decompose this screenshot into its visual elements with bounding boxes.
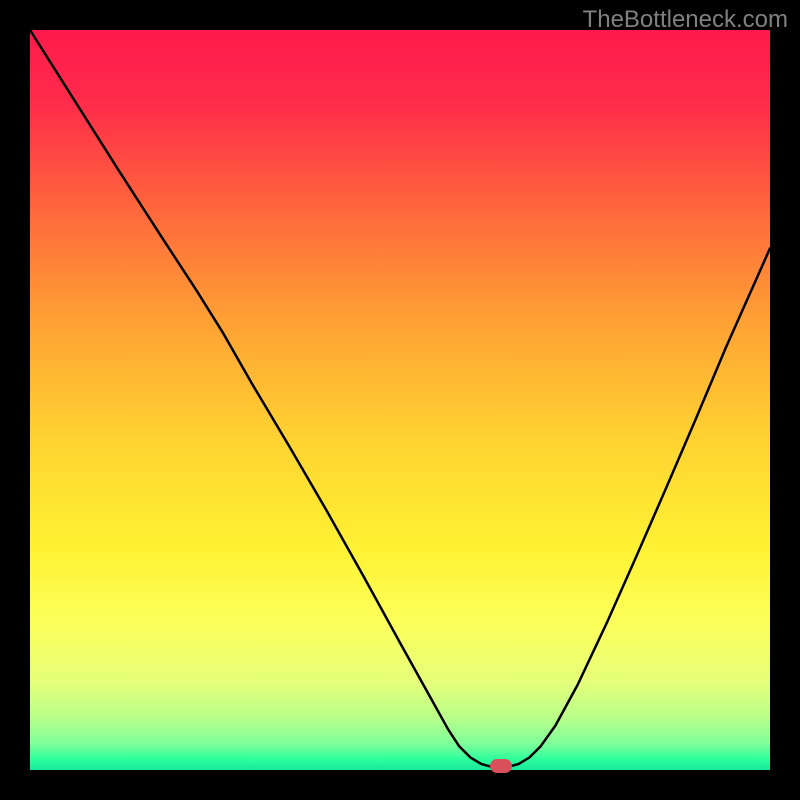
bottleneck-chart [30, 30, 770, 770]
watermark-text: TheBottleneck.com [583, 6, 788, 34]
valley-marker [490, 759, 512, 773]
bottleneck-curve [30, 30, 770, 770]
